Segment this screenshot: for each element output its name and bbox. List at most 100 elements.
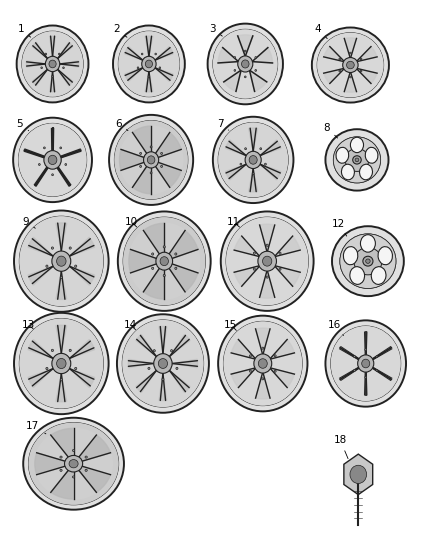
Polygon shape [252,47,272,63]
Polygon shape [249,128,258,152]
Ellipse shape [371,266,386,285]
Polygon shape [151,166,170,194]
Ellipse shape [346,61,354,69]
Polygon shape [57,69,73,86]
Ellipse shape [23,418,124,510]
Polygon shape [82,453,112,475]
Ellipse shape [159,359,167,368]
Polygon shape [28,340,53,359]
Ellipse shape [340,234,396,288]
Ellipse shape [255,56,257,59]
Ellipse shape [46,56,60,71]
Ellipse shape [218,316,307,411]
Ellipse shape [244,76,246,78]
Polygon shape [69,368,95,387]
Polygon shape [324,46,345,62]
Ellipse shape [226,217,308,305]
Polygon shape [27,61,46,67]
Ellipse shape [360,58,362,60]
Ellipse shape [85,469,87,471]
Ellipse shape [74,367,77,370]
Polygon shape [34,165,49,186]
Ellipse shape [150,146,152,148]
Ellipse shape [254,354,272,373]
Polygon shape [145,71,153,92]
Ellipse shape [245,148,247,150]
Ellipse shape [340,234,396,288]
Ellipse shape [145,60,152,68]
Polygon shape [79,466,110,492]
Polygon shape [69,237,95,256]
Text: 4: 4 [314,24,327,39]
Ellipse shape [343,58,358,72]
Text: 8: 8 [323,123,338,138]
Polygon shape [218,47,239,63]
Ellipse shape [114,120,188,199]
Ellipse shape [345,148,369,172]
Polygon shape [28,266,53,285]
Polygon shape [155,68,173,82]
Ellipse shape [365,147,378,163]
Polygon shape [69,266,95,285]
Ellipse shape [355,158,359,161]
Polygon shape [169,264,198,292]
Ellipse shape [74,265,77,268]
Polygon shape [371,366,392,381]
Polygon shape [270,340,294,359]
Ellipse shape [46,265,48,268]
Ellipse shape [245,151,261,168]
Ellipse shape [60,378,62,381]
Polygon shape [169,370,190,392]
Polygon shape [133,166,151,194]
Polygon shape [260,270,275,298]
Ellipse shape [142,56,156,71]
Ellipse shape [252,173,254,175]
Ellipse shape [350,138,364,152]
Text: 9: 9 [22,217,35,228]
Ellipse shape [353,369,356,372]
Polygon shape [344,71,357,92]
Ellipse shape [317,33,384,98]
Polygon shape [143,223,164,254]
Ellipse shape [123,217,205,305]
Text: 17: 17 [26,421,46,434]
Ellipse shape [175,253,177,255]
Ellipse shape [69,247,71,249]
Ellipse shape [14,211,109,312]
Polygon shape [74,470,96,499]
Polygon shape [136,370,157,392]
Ellipse shape [208,23,283,104]
Polygon shape [364,332,367,357]
Polygon shape [344,38,357,59]
Ellipse shape [17,26,88,102]
Polygon shape [121,133,147,157]
Text: 5: 5 [17,119,29,131]
Polygon shape [56,325,67,353]
Ellipse shape [60,469,62,471]
Ellipse shape [162,378,164,381]
Ellipse shape [339,70,341,72]
Ellipse shape [117,314,209,413]
Ellipse shape [19,216,103,306]
Ellipse shape [137,67,139,69]
Ellipse shape [234,69,236,71]
Polygon shape [143,268,164,299]
Ellipse shape [325,320,406,407]
Polygon shape [51,128,54,154]
Polygon shape [231,368,256,387]
Ellipse shape [175,267,177,270]
Ellipse shape [333,137,381,183]
Ellipse shape [51,247,53,249]
Ellipse shape [161,165,162,167]
Ellipse shape [363,256,373,266]
Text: 3: 3 [209,24,223,36]
Ellipse shape [266,244,268,246]
Ellipse shape [274,370,276,372]
Polygon shape [69,340,95,359]
Ellipse shape [279,268,281,270]
Ellipse shape [28,423,119,505]
Ellipse shape [113,26,185,102]
Ellipse shape [376,369,378,372]
Polygon shape [270,368,294,387]
Ellipse shape [118,31,180,97]
